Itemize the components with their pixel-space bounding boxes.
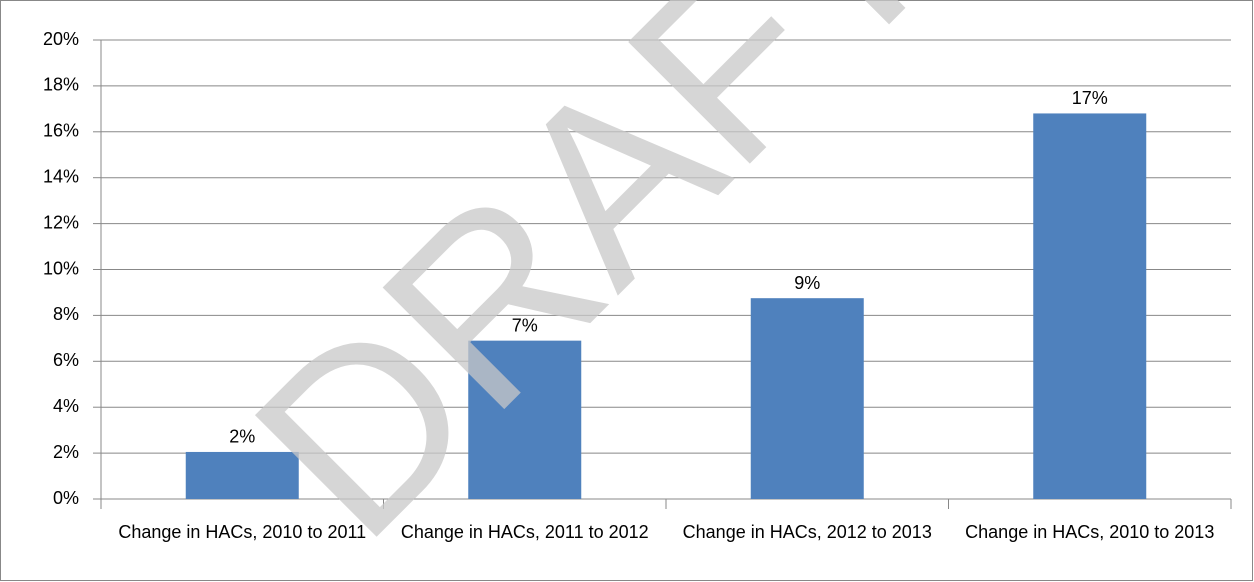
x-tick-label: Change in HACs, 2010 to 2011 [118, 522, 367, 542]
bar [1033, 113, 1147, 499]
y-tick-label: 10% [43, 258, 79, 278]
bar [750, 298, 864, 499]
y-tick-label: 14% [43, 166, 79, 186]
y-tick-label: 4% [53, 396, 79, 416]
data-label: 17% [1072, 88, 1108, 108]
data-label: 9% [794, 273, 820, 293]
y-tick-label: 8% [53, 304, 79, 324]
bar [468, 340, 582, 499]
y-tick-label: 18% [43, 75, 79, 95]
y-tick-label: 20% [43, 29, 79, 49]
y-tick-label: 0% [53, 488, 79, 508]
y-tick-label: 16% [43, 121, 79, 141]
watermark: DRAFT [202, 0, 988, 582]
data-label: 7% [512, 315, 538, 335]
bar [185, 451, 299, 499]
y-tick-label: 12% [43, 212, 79, 232]
x-tick-label: Change in HACs, 2011 to 2012 [400, 522, 649, 542]
x-tick-label: Change in HACs, 2010 to 2013 [965, 522, 1215, 542]
y-tick-label: 6% [53, 350, 79, 370]
data-label: 2% [229, 427, 255, 447]
x-tick-label: Change in HACs, 2012 to 2013 [682, 522, 932, 542]
y-tick-label: 2% [53, 442, 79, 462]
